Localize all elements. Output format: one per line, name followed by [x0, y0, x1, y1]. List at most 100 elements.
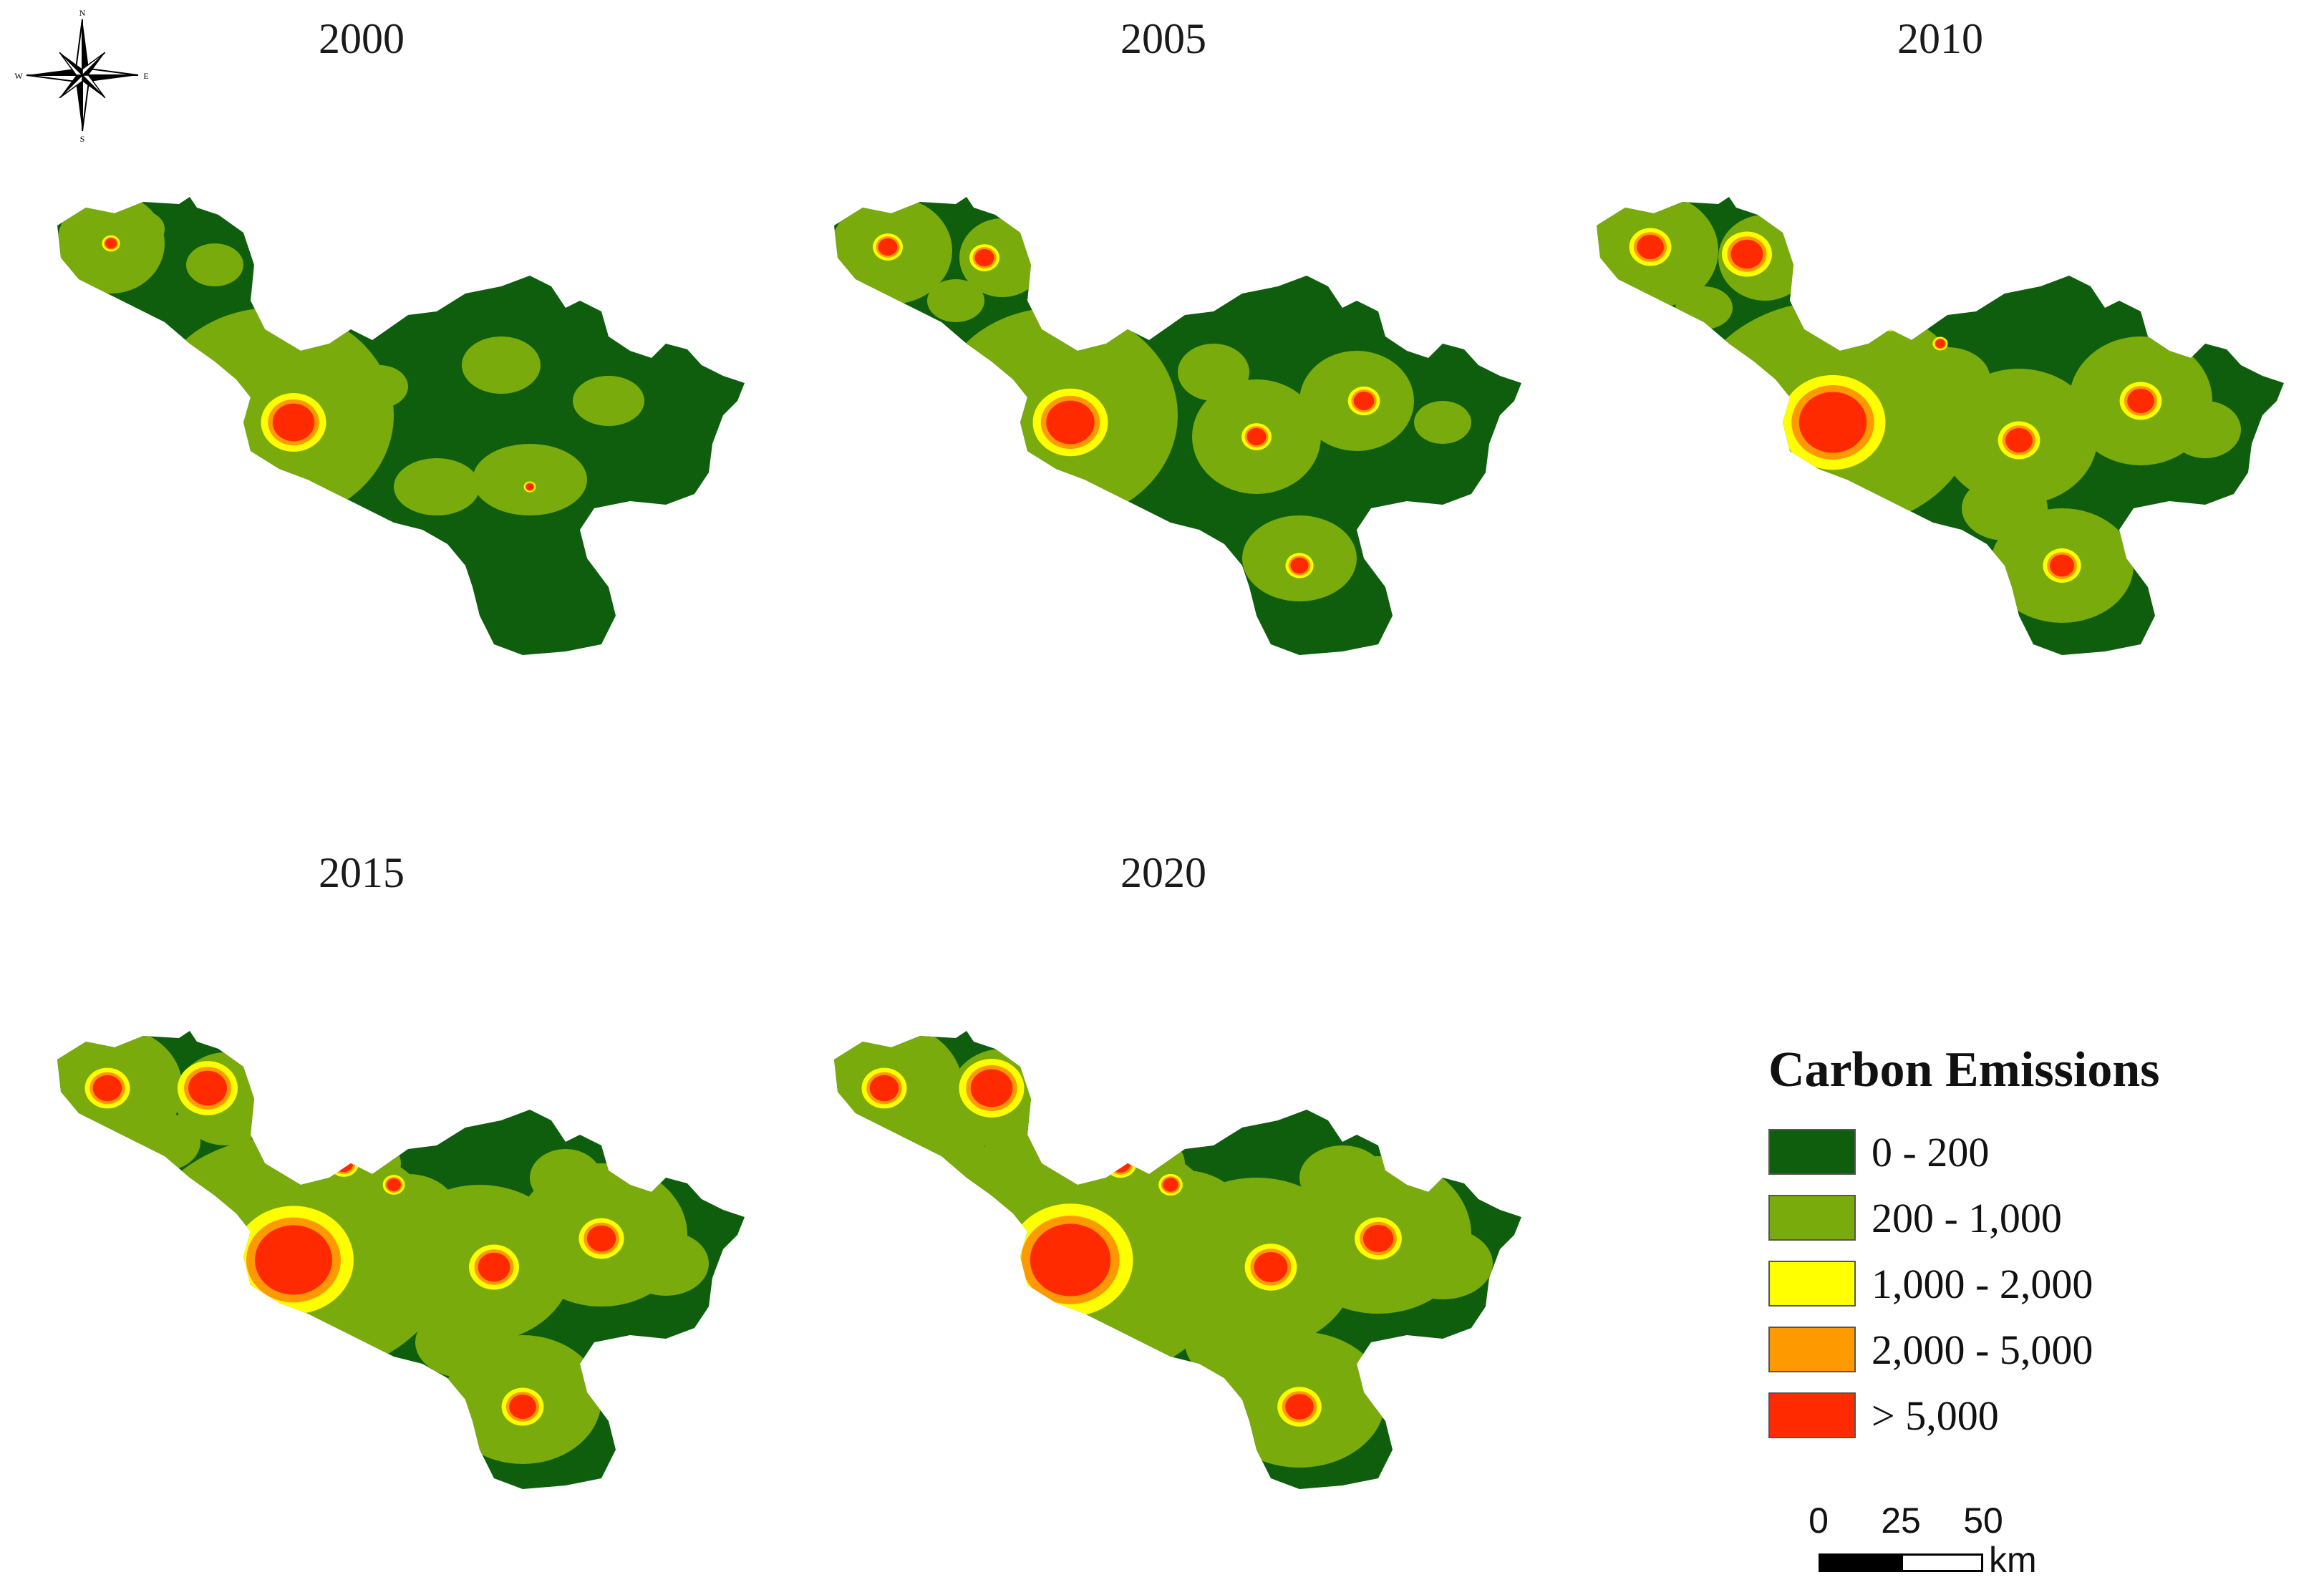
- scale-tick-25: 25: [1881, 1501, 1921, 1541]
- emission-hotspot: [105, 238, 117, 249]
- legend-label: 200 - 1,000: [1872, 1194, 2062, 1241]
- emission-zone-200-1000: [623, 1231, 709, 1296]
- emission-zone-200-1000: [462, 336, 541, 394]
- emission-hotspot: [1880, 313, 1900, 331]
- emission-zone-200-1000: [358, 1174, 458, 1253]
- emission-hotspot: [1246, 427, 1267, 446]
- emission-zone-200-1000: [2169, 401, 2241, 458]
- emission-hotspot: [869, 1075, 899, 1102]
- emission-hotspot: [1798, 392, 1867, 453]
- legend-swatch: [1768, 1261, 1856, 1307]
- emission-hotspot: [255, 1225, 332, 1295]
- legend-swatch: [1768, 1195, 1856, 1241]
- emission-hotspot: [1110, 1154, 1131, 1173]
- emission-hotspot: [1290, 557, 1309, 574]
- emission-hotspot: [2005, 427, 2033, 453]
- emission-hotspot: [1637, 234, 1664, 260]
- emission-zone-200-1000: [1393, 1228, 1493, 1299]
- legend-swatch: [1768, 1327, 1856, 1372]
- scale-unit: km: [1989, 1540, 2037, 1580]
- emission-zone-200-1000: [1414, 401, 1471, 444]
- compass-s-label: S: [80, 134, 85, 143]
- emission-hotspot: [586, 1225, 616, 1252]
- panel-title-2020: 2020: [1120, 849, 1206, 896]
- legend: Carbon Emissions 0 - 200 200 - 1,000 1,000…: [1768, 1042, 2270, 1448]
- emission-hotspot: [526, 483, 534, 490]
- panel-title-2015: 2015: [319, 849, 405, 896]
- emission-zone-200-1000: [1675, 286, 1733, 329]
- emission-hotspot: [334, 1154, 354, 1173]
- compass-w-label: W: [14, 71, 23, 81]
- emission-zone-200-1000: [899, 1110, 984, 1174]
- emission-zone-200-1000: [1962, 476, 2048, 540]
- legend-label: 1,000 - 2,000: [1872, 1260, 2093, 1307]
- emission-hotspot: [2049, 554, 2075, 577]
- emission-zone-200-1000: [1299, 1145, 1385, 1210]
- legend-title: Carbon Emissions: [1768, 1042, 2160, 1097]
- emission-hotspot: [188, 1070, 227, 1106]
- scale-tick-50: 50: [1963, 1501, 2003, 1541]
- emission-zone-200-1000: [415, 1307, 515, 1378]
- emission-hotspot: [1362, 1224, 1394, 1253]
- legend-item: 200 - 1,000: [1768, 1185, 2270, 1251]
- emission-zone-200-1000: [927, 279, 984, 322]
- emission-hotspot: [1353, 392, 1375, 410]
- emission-hotspot: [1046, 400, 1095, 445]
- legend-swatch: [1768, 1392, 1856, 1438]
- emission-zone-200-1000: [1185, 1299, 1299, 1385]
- emission-hotspot: [974, 248, 994, 267]
- panel-title-2010: 2010: [1897, 15, 1983, 62]
- emission-zone-200-1000: [122, 211, 165, 247]
- emission-zone-200-1000: [351, 365, 408, 408]
- emission-hotspot: [1882, 315, 1898, 329]
- scale-bar-white-segment: [1901, 1553, 1983, 1572]
- emission-zone-200-1000: [129, 1113, 200, 1170]
- emission-zone-200-1000: [265, 308, 322, 351]
- emission-hotspot: [478, 1252, 510, 1282]
- legend-item: 2,000 - 5,000: [1768, 1317, 2270, 1382]
- compass-n-label: N: [79, 8, 86, 18]
- emission-zone-200-1000: [1904, 347, 1990, 412]
- map-2020: [834, 1031, 1521, 1489]
- emission-zone-200-1000: [473, 444, 587, 515]
- legend-item: 1,000 - 2,000: [1768, 1251, 2270, 1317]
- map-2010: [1597, 197, 2284, 655]
- emission-zone-200-1000: [573, 376, 644, 426]
- legend-swatch: [1768, 1129, 1856, 1175]
- emission-hotspot: [2127, 388, 2154, 414]
- map-2015: [57, 1031, 745, 1489]
- scale-tick-0: 0: [1809, 1501, 1829, 1541]
- emission-hotspot: [1254, 1251, 1288, 1283]
- emission-zone-200-1000: [992, 1163, 1063, 1221]
- emission-hotspot: [1285, 1394, 1314, 1420]
- emission-zone-200-1000: [530, 1149, 601, 1206]
- legend-item: > 5,000: [1768, 1382, 2270, 1448]
- emission-hotspot: [1730, 239, 1763, 269]
- panel-title-2000: 2000: [319, 15, 405, 62]
- legend-label: 2,000 - 5,000: [1872, 1326, 2093, 1373]
- legend-item: 0 - 200: [1768, 1119, 2270, 1185]
- panel-title-2005: 2005: [1120, 15, 1206, 62]
- emission-hotspot: [1163, 1178, 1178, 1192]
- emission-hotspot: [878, 238, 898, 256]
- scale-bar: 0 25 50 km: [1804, 1500, 2062, 1586]
- emission-zone-200-1000: [1178, 344, 1249, 401]
- legend-label: 0 - 200: [1872, 1128, 1990, 1175]
- scale-bar-black-segment: [1819, 1553, 1901, 1572]
- emission-zone-200-1000: [186, 243, 243, 286]
- emission-hotspot: [970, 1069, 1013, 1107]
- map-2000: [57, 197, 745, 655]
- emission-hotspot: [1030, 1223, 1111, 1296]
- compass-rose-icon: N S E W: [14, 8, 148, 143]
- map-2005: [834, 197, 1521, 655]
- emission-hotspot: [92, 1075, 122, 1102]
- emission-zone-200-1000: [394, 458, 480, 515]
- legend-label: > 5,000: [1872, 1392, 1999, 1439]
- emission-hotspot: [1935, 339, 1945, 349]
- region-base: [57, 197, 745, 655]
- emission-hotspot: [509, 1394, 536, 1420]
- emission-hotspot: [272, 403, 315, 442]
- emission-hotspot: [1884, 316, 1897, 329]
- compass-e-label: E: [143, 71, 148, 81]
- emission-hotspot: [387, 1178, 401, 1191]
